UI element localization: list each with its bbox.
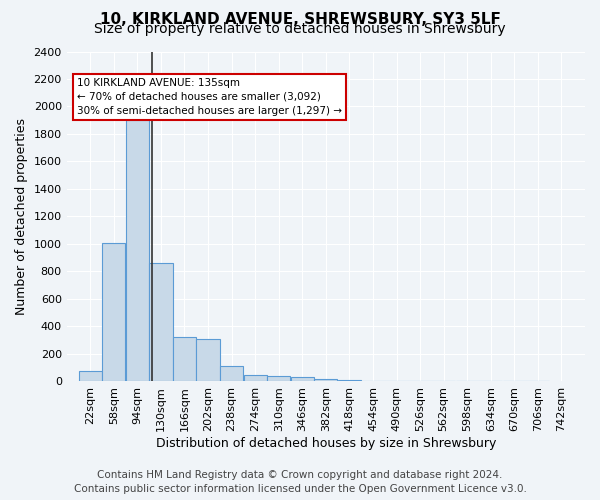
- Bar: [149, 263, 173, 382]
- Bar: [244, 374, 267, 382]
- Y-axis label: Number of detached properties: Number of detached properties: [15, 118, 28, 315]
- Bar: [361, 381, 385, 382]
- Bar: [314, 380, 337, 382]
- Text: 10 KIRKLAND AVENUE: 135sqm
← 70% of detached houses are smaller (3,092)
30% of s: 10 KIRKLAND AVENUE: 135sqm ← 70% of deta…: [77, 78, 342, 116]
- Text: 10, KIRKLAND AVENUE, SHREWSBURY, SY3 5LF: 10, KIRKLAND AVENUE, SHREWSBURY, SY3 5LF: [100, 12, 500, 28]
- Bar: [409, 381, 431, 382]
- Bar: [79, 371, 102, 382]
- Text: Size of property relative to detached houses in Shrewsbury: Size of property relative to detached ho…: [94, 22, 506, 36]
- Bar: [196, 339, 220, 382]
- Bar: [220, 366, 243, 382]
- Bar: [432, 381, 455, 382]
- Bar: [102, 242, 125, 382]
- Bar: [267, 376, 290, 382]
- X-axis label: Distribution of detached houses by size in Shrewsbury: Distribution of detached houses by size …: [155, 437, 496, 450]
- Bar: [385, 381, 408, 382]
- Bar: [126, 120, 149, 382]
- Bar: [338, 380, 361, 382]
- Bar: [173, 338, 196, 382]
- Bar: [290, 378, 314, 382]
- Text: Contains HM Land Registry data © Crown copyright and database right 2024.
Contai: Contains HM Land Registry data © Crown c…: [74, 470, 526, 494]
